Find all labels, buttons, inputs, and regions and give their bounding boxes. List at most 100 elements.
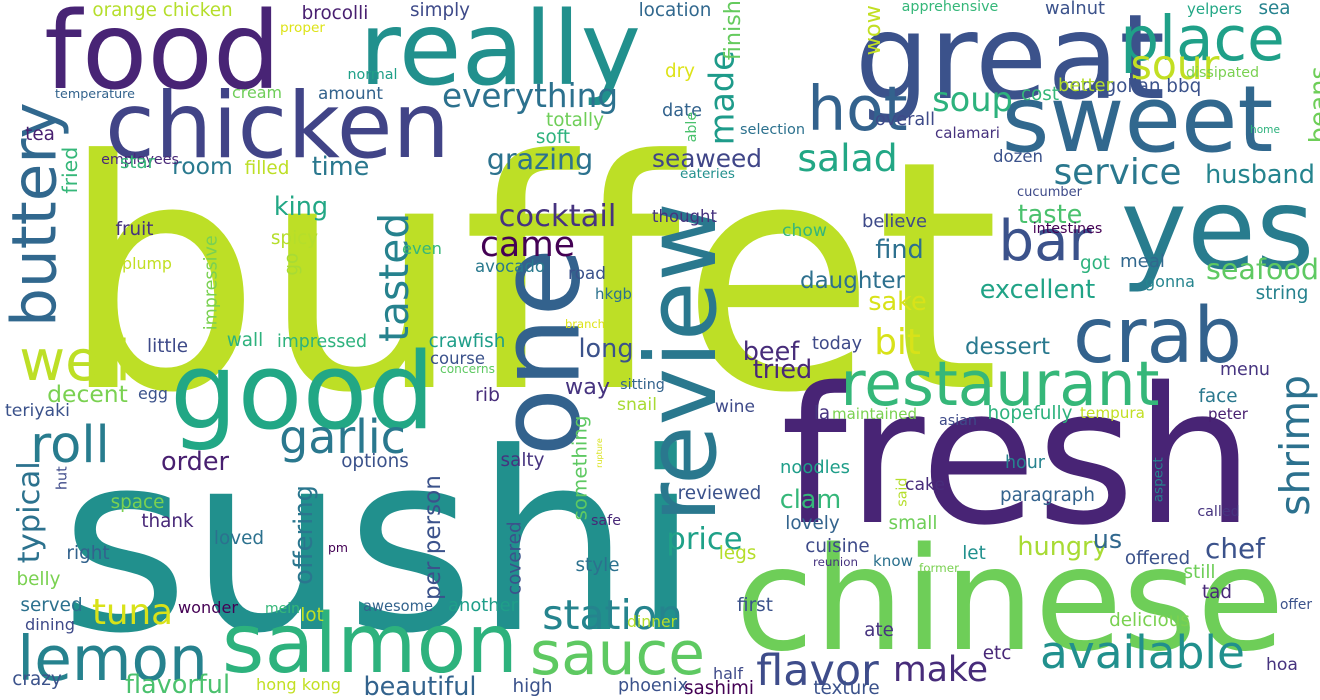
word-intestines: intestines: [1032, 220, 1103, 237]
word-chicken: chicken: [105, 74, 450, 180]
word-believe: believe: [862, 211, 927, 233]
word-phoenix: phoenix: [618, 676, 688, 697]
word-cucumber: cucumber: [1017, 184, 1082, 200]
word-sashimi: sashimi: [684, 677, 754, 699]
word-us: us: [1092, 524, 1123, 555]
word-offering: offering: [289, 485, 320, 585]
word-service: service: [1053, 151, 1182, 193]
word-sour: sour: [1130, 40, 1220, 89]
word-came: came: [480, 224, 575, 265]
word-hour: hour: [1005, 453, 1045, 474]
word-cake: cake: [905, 475, 945, 496]
word-yes: yes: [1120, 164, 1315, 295]
word-awesome: awesome: [363, 597, 433, 615]
word-tried: tried: [752, 354, 813, 385]
word-long: long: [578, 333, 634, 364]
word-per-person: per person: [419, 475, 446, 600]
word-teriyaki: teriyaki: [5, 401, 70, 422]
word-salad: salad: [797, 135, 898, 180]
word-cream: cream: [232, 83, 282, 103]
word-dissipated: dissipated: [1185, 64, 1260, 81]
word-legs: legs: [718, 542, 757, 564]
word-taste: taste: [1017, 199, 1083, 230]
word-simply: simply: [410, 0, 470, 21]
word-dining: dining: [25, 614, 75, 634]
word-egg: egg: [138, 384, 168, 404]
word-buffet: buffet: [60, 92, 1000, 462]
word-served: served: [20, 594, 83, 616]
word-employees: employees: [101, 151, 179, 168]
word-lovely: lovely: [785, 512, 840, 534]
word-today: today: [812, 334, 862, 355]
word-mongolian-bbq: mongolian bbq: [1063, 75, 1202, 97]
word-called: called: [1197, 503, 1240, 520]
word-cost: cost: [1020, 83, 1060, 105]
word-rupture: rupture: [595, 437, 604, 468]
word-let: let: [962, 542, 986, 564]
word-sushi: sushi: [60, 400, 700, 689]
word-great: great: [854, 0, 1166, 126]
word-tea: tea: [25, 123, 55, 145]
word-daughter: daughter: [800, 268, 905, 294]
word-small: small: [888, 512, 938, 534]
word-time: time: [311, 151, 370, 182]
word-normal: normal: [347, 66, 398, 83]
word-offered: offered: [1124, 547, 1191, 569]
word-go: go: [280, 253, 302, 276]
word-food: food: [44, 0, 281, 114]
word-hut: hut: [54, 466, 71, 491]
word-well: well: [19, 329, 131, 395]
word-gonna: gonna: [1145, 272, 1195, 291]
word-wow: wow: [859, 4, 886, 56]
word-price: price: [666, 521, 743, 557]
word-temperature: temperature: [55, 85, 135, 101]
word-hopefully: hopefully: [987, 402, 1073, 424]
word-hoa: hoa: [1266, 655, 1298, 676]
word-plump: plump: [122, 254, 172, 274]
word-decent: decent: [47, 379, 128, 408]
word-everything: everything: [441, 76, 619, 115]
word-covered: covered: [504, 521, 526, 596]
word-half: half: [713, 664, 743, 683]
word-beans: beans: [1304, 66, 1320, 144]
word-wall: wall: [226, 329, 264, 351]
word-loved: loved: [213, 527, 265, 549]
word-finish: finish: [719, 0, 746, 60]
word-salmon: salmon: [221, 597, 519, 693]
word-fresh: fresh: [780, 347, 1255, 568]
word-wonder: wonder: [178, 597, 238, 617]
word-crazy: crazy: [12, 668, 62, 690]
word-station: station: [542, 590, 683, 639]
word-sauce: sauce: [530, 620, 705, 690]
word-thought: thought: [652, 206, 717, 226]
word-wine: wine: [715, 397, 755, 418]
word-spicy: spicy: [270, 227, 319, 249]
word-roll: roll: [30, 415, 110, 475]
word-thank: thank: [141, 510, 194, 532]
word-available: available: [1040, 625, 1245, 679]
word-fruit: fruit: [115, 218, 154, 240]
word-high: high: [512, 675, 553, 697]
word-snail: snail: [617, 395, 657, 416]
word-tad: tad: [1201, 581, 1232, 603]
word-know: know: [873, 552, 913, 571]
word-still: still: [1183, 561, 1216, 583]
word-good: good: [170, 330, 435, 455]
word-hot: hot: [807, 74, 908, 146]
word-dry: dry: [665, 60, 695, 82]
word-got: got: [1080, 252, 1110, 274]
word-maintained: maintained: [832, 404, 917, 423]
word-better: better: [1058, 75, 1113, 97]
word-avocado: avocado: [475, 256, 545, 276]
word-road: road: [568, 262, 606, 283]
word-space: space: [110, 491, 165, 513]
word-make: make: [893, 649, 988, 690]
word-mein: mein: [265, 601, 300, 617]
word-typical: typical: [11, 461, 47, 564]
word-flavorful: flavorful: [124, 669, 231, 700]
word-face: face: [1198, 385, 1238, 407]
word-pm: pm: [328, 539, 348, 555]
word-selection: selection: [740, 121, 805, 138]
word-flavor: flavor: [756, 645, 879, 696]
